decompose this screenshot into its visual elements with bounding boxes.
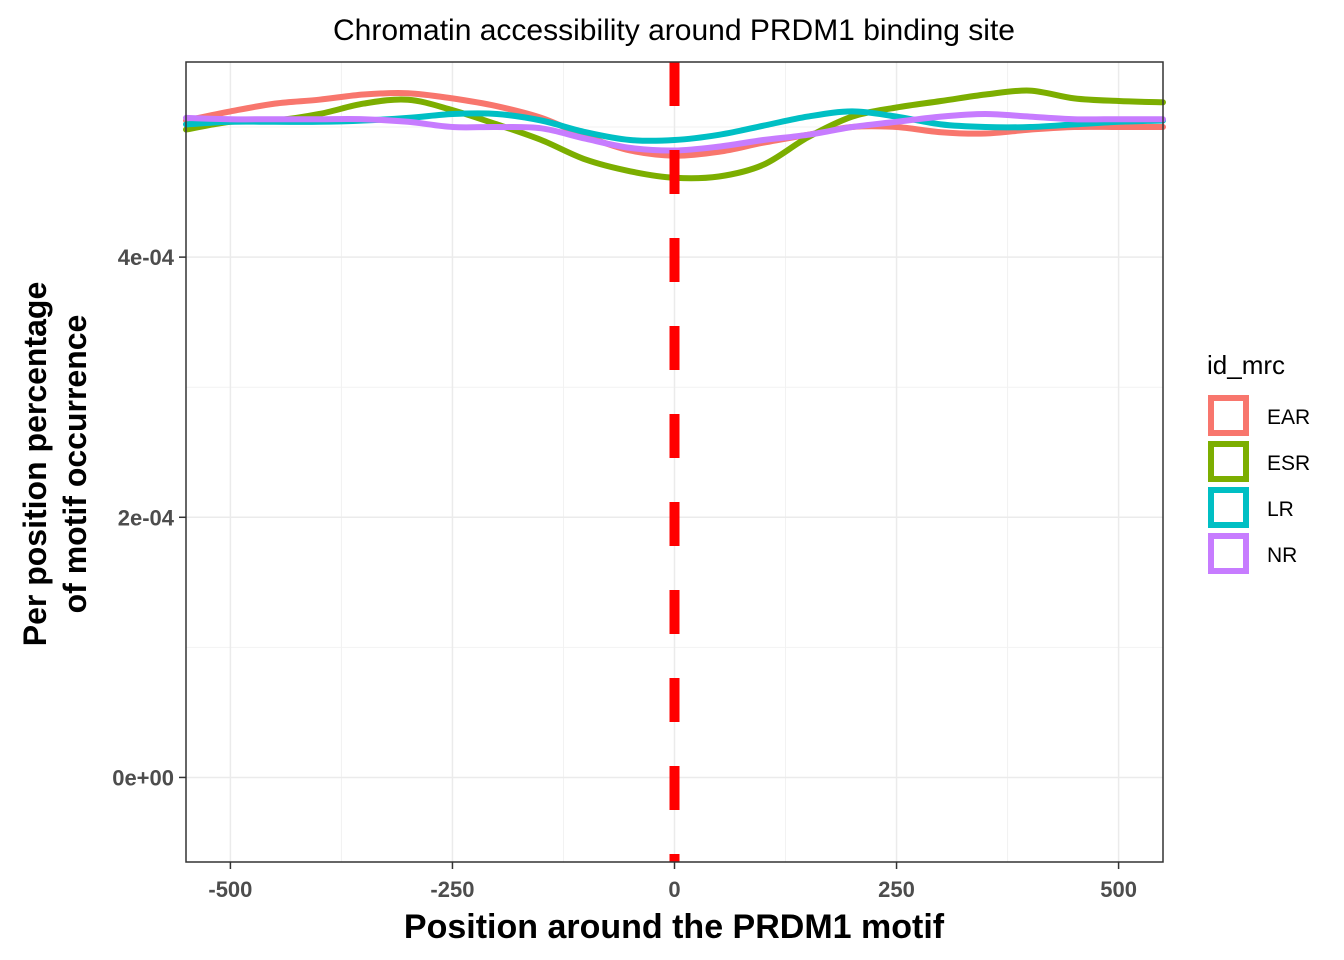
x-axis-ticks: -500 -250 0 250 500 — [208, 862, 1137, 902]
x-tick-label-2: 0 — [668, 877, 680, 902]
x-tick-label-1: -250 — [430, 877, 474, 902]
y-tick-label-2: 4e-04 — [118, 245, 175, 270]
legend-key-esr — [1208, 441, 1249, 482]
y-axis-label: Per position percentage of motif occurre… — [17, 282, 93, 647]
x-axis-label: Position around the PRDM1 motif — [404, 908, 945, 946]
y-axis-label-line-2: of motif occurrence — [57, 315, 93, 614]
legend-label-lr: LR — [1267, 498, 1294, 521]
x-tick-label-4: 500 — [1100, 877, 1137, 902]
y-tick-label-0: 0e+00 — [112, 765, 174, 790]
y-axis-ticks: 0e+00 2e-04 4e-04 — [112, 245, 186, 790]
legend-key-nr — [1208, 533, 1249, 574]
legend-key-ear — [1208, 395, 1249, 436]
x-tick-label-3: 250 — [878, 877, 915, 902]
legend: id_mrc EAR ESR LR NR — [1207, 350, 1310, 574]
legend-label-esr: ESR — [1267, 452, 1310, 475]
legend-title: id_mrc — [1207, 350, 1285, 380]
legend-label-ear: EAR — [1267, 406, 1310, 429]
chart-title: Chromatin accessibility around PRDM1 bin… — [333, 14, 1015, 47]
y-axis-label-line-1: Per position percentage — [17, 282, 53, 647]
x-tick-label-0: -500 — [208, 877, 252, 902]
legend-label-nr: NR — [1267, 544, 1297, 567]
legend-key-lr — [1208, 487, 1249, 528]
y-tick-label-1: 2e-04 — [118, 505, 175, 530]
